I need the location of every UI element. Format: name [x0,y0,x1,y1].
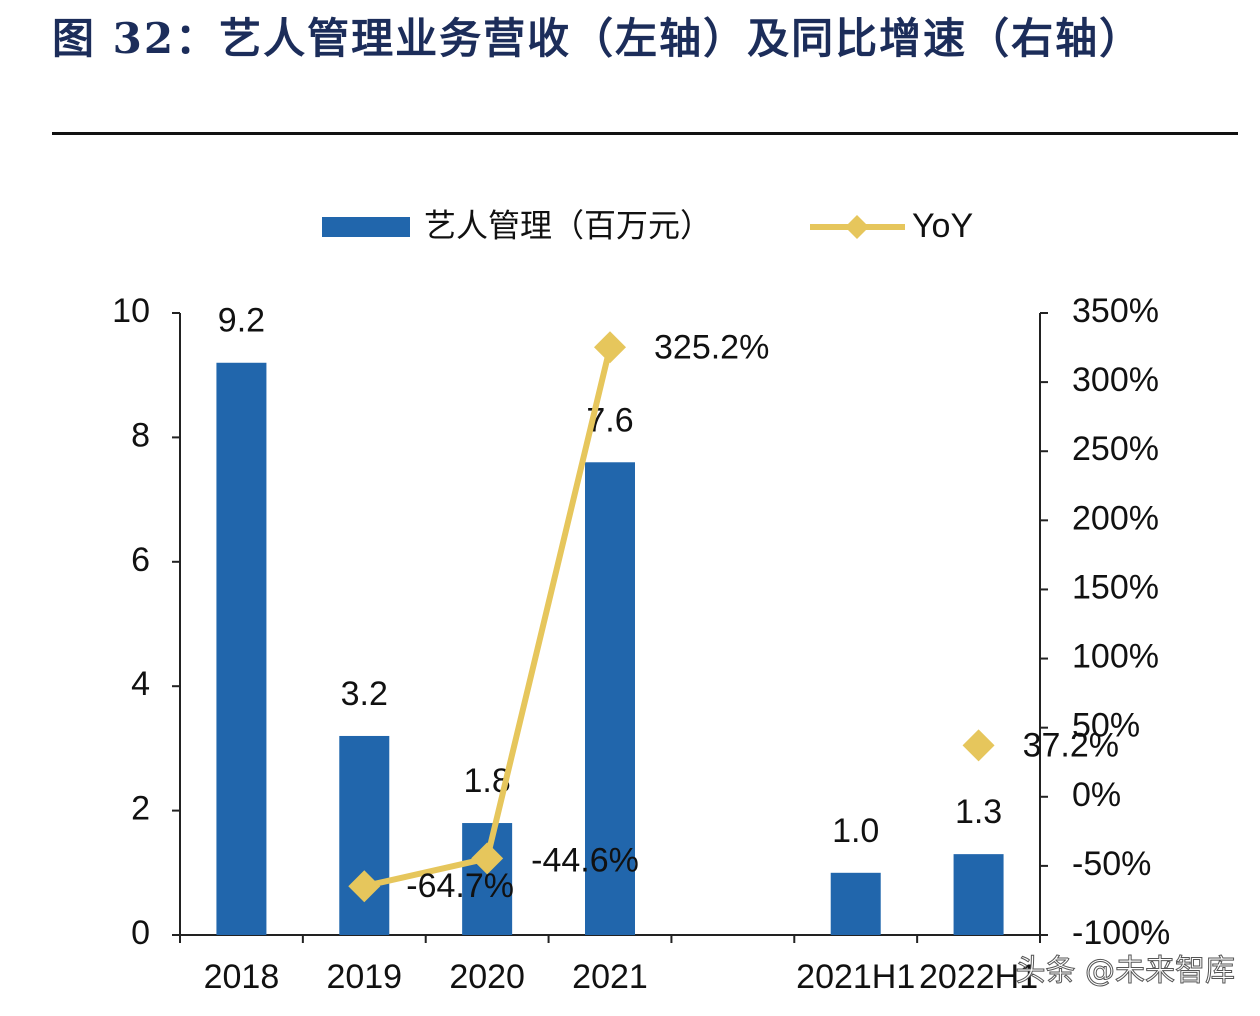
bar [339,735,390,935]
watermark: 头条 @未来智库 [1015,954,1235,989]
yoy-marker [471,842,504,875]
legend-label: 艺人管理（百万元） [424,207,712,245]
y-tick-label: 0 [131,914,150,952]
yoy-marker [594,331,626,364]
bar [462,823,513,935]
y2-tick-label: 200% [1072,499,1159,537]
bar [216,362,267,935]
bar-value-label: 1.3 [955,793,1002,831]
y2-tick-label: 350% [1072,292,1159,330]
yoy-value-label: -64.7% [406,867,514,905]
y2-tick-label: 250% [1072,430,1159,468]
bar-value-label: 3.2 [341,675,388,713]
yoy-marker [348,870,381,903]
y-tick-label: 2 [131,790,150,828]
y2-tick-label: 50% [1072,707,1140,745]
yoy-value-label: -44.6% [531,841,639,879]
x-tick-label: 2018 [204,958,280,996]
x-tick-label: 2020 [449,958,525,996]
y2-tick-label: 300% [1072,361,1159,399]
y2-tick-label: -50% [1072,845,1151,883]
y2-tick-label: 150% [1072,568,1159,606]
y-tick-label: 10 [112,292,150,330]
x-tick-label: 2021 [572,958,648,996]
yoy-line [363,346,613,890]
yoy-value-label: 37.2% [1023,726,1119,764]
y-tick-label: 8 [131,416,150,454]
yoy-value-label: 325.2% [654,328,769,366]
x-tick-label: 2019 [326,958,402,996]
title-rule [52,132,1238,135]
y2-tick-label: 100% [1072,638,1159,676]
legend-swatch [845,215,869,239]
yoy-marker [962,729,995,762]
bar [830,872,881,935]
x-tick-label: 2022H1 [919,958,1038,996]
bar [585,462,635,935]
chart-title: 图 32：艺人管理业务营收（左轴）及同比增速（右轴） [52,14,1144,63]
legend-swatch [322,217,410,237]
x-tick-label: 2021H1 [796,958,915,996]
y-tick-label: 4 [131,665,150,703]
y2-tick-label: 0% [1072,776,1121,814]
bar [953,854,1004,935]
legend-label: YoY [912,207,973,245]
bar-value-label: 1.0 [832,812,879,850]
y2-tick-label: -100% [1072,914,1170,952]
y-tick-label: 6 [131,541,150,579]
bar-value-label: 9.2 [218,302,265,340]
